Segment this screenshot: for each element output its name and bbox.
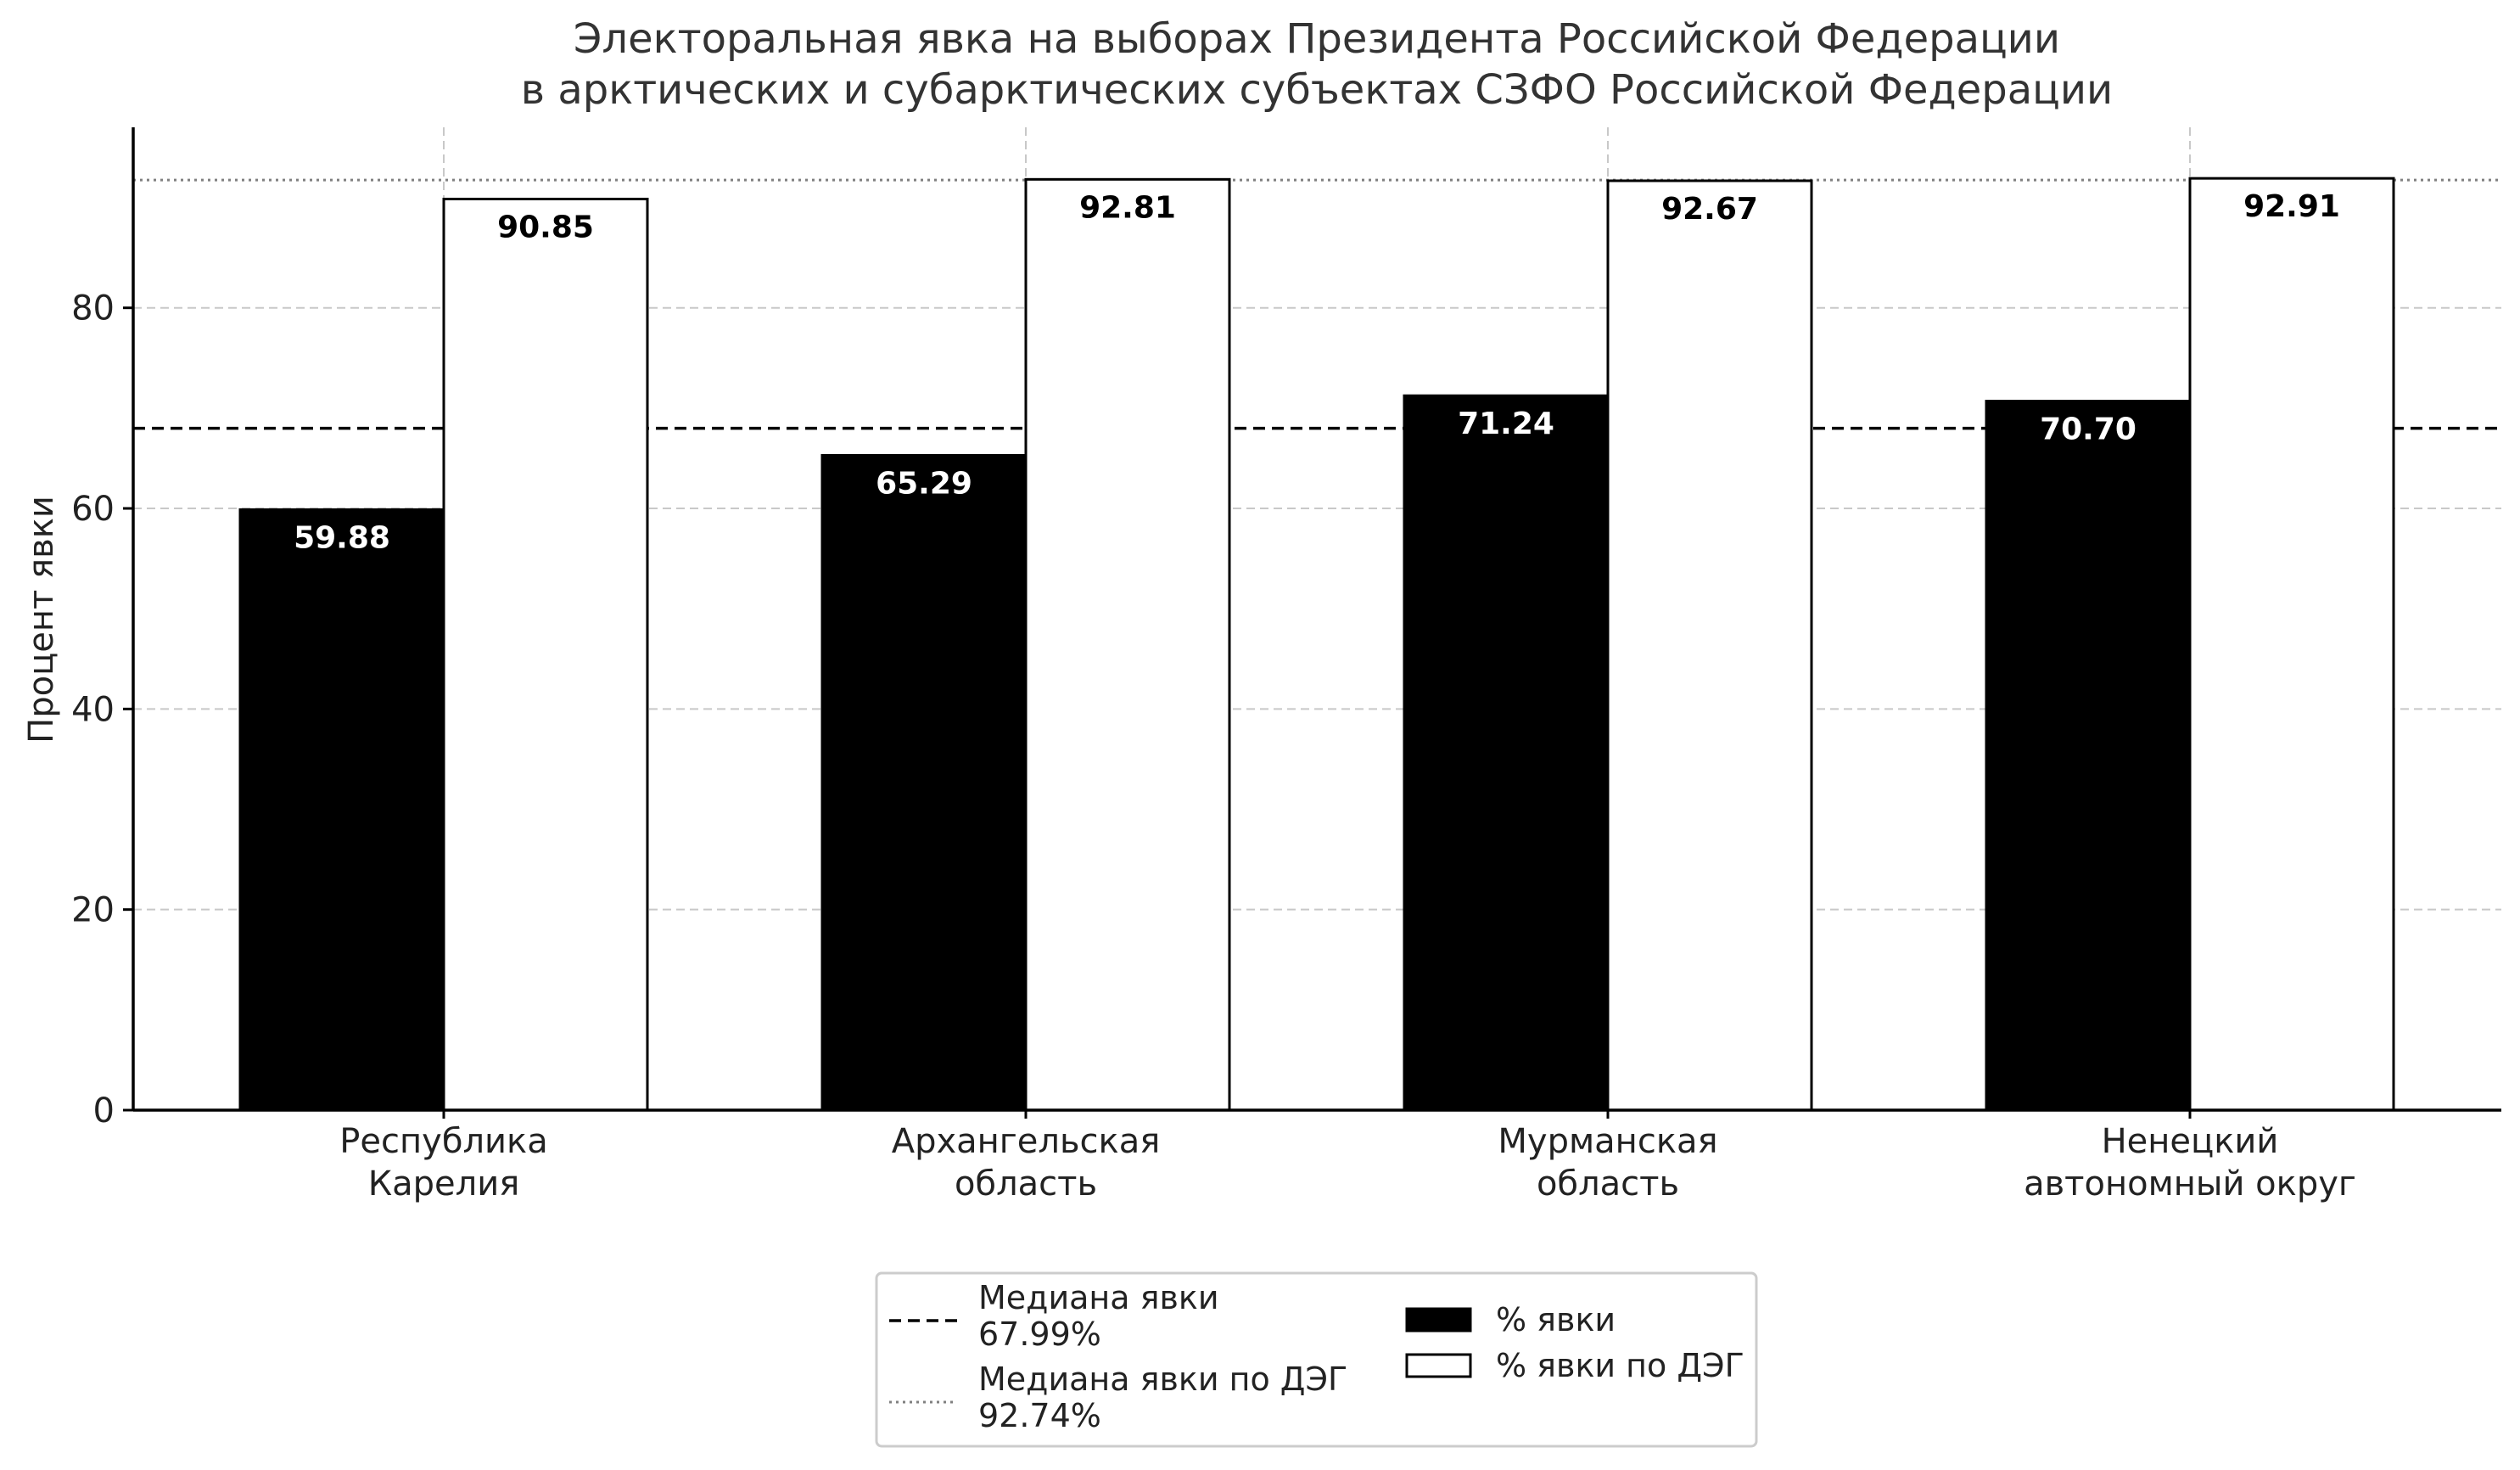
turnout-bar xyxy=(820,454,1028,1112)
legend-turnout-label: % явки xyxy=(1496,1301,1616,1338)
legend-deg-median-value: 92.74% xyxy=(978,1397,1101,1434)
x-category-label: Карелия xyxy=(368,1164,520,1203)
turnout-value-label: 59.88 xyxy=(294,520,390,555)
deg-turnout-value-label: 92.81 xyxy=(1079,190,1176,225)
x-category-label: автономный округ xyxy=(2024,1164,2356,1203)
deg-turnout-value-label: 92.67 xyxy=(1661,192,1758,227)
deg-turnout-bar xyxy=(442,197,649,1112)
x-category-label: область xyxy=(1537,1164,1679,1203)
turnout-value-label: 65.29 xyxy=(876,467,972,502)
x-category-label: Ненецкий xyxy=(2102,1122,2279,1161)
turnout-value-label: 71.24 xyxy=(1458,407,1554,441)
turnout-bar xyxy=(1403,394,1610,1112)
deg-turnout-bar xyxy=(1024,177,1231,1112)
y-axis-label: Процент явки xyxy=(22,496,61,743)
x-category-label: Республика xyxy=(339,1122,547,1161)
chart-title: Электоральная явка на выборах Президента… xyxy=(521,15,2113,114)
legend-deg-median-label: Медиана явки по ДЭГ xyxy=(978,1361,1347,1398)
x-category-label: область xyxy=(955,1164,1097,1203)
chart-title-line-2: в арктических и субарктических субъектах… xyxy=(521,66,2113,114)
y-tick-label: 40 xyxy=(71,690,115,729)
legend-deg-turnout-swatch xyxy=(1405,1353,1472,1378)
legend-turnout-swatch xyxy=(1405,1307,1472,1333)
x-category-label: Архангельская xyxy=(892,1122,1161,1161)
chart-title-line-1: Электоральная явка на выборах Президента… xyxy=(574,15,2060,63)
deg-turnout-bar xyxy=(2188,177,2395,1112)
y-tick-label: 80 xyxy=(71,289,115,328)
legend-frame xyxy=(875,1271,1758,1448)
y-tick-label: 60 xyxy=(71,490,115,529)
turnout-value-label: 70.70 xyxy=(2040,412,2136,447)
deg-turnout-bar xyxy=(1606,179,1813,1112)
legend-deg-turnout-label: % явки по ДЭГ xyxy=(1496,1347,1744,1384)
turnout-bar xyxy=(238,508,445,1112)
axes: 020406080РеспубликаКарелияАрхангельскаяо… xyxy=(71,127,2501,1203)
x-category-label: Мурманская xyxy=(1498,1122,1717,1161)
deg-turnout-value-label: 90.85 xyxy=(497,210,594,244)
turnout-bar xyxy=(1985,400,2192,1112)
bars: 59.88 90.85 65.29 92.81 71.24 92.67 70.70 92.91 xyxy=(238,177,2395,1112)
legend-median-value: 67.99% xyxy=(978,1316,1101,1353)
legend: Медиана явки 67.99% Медиана явки по ДЭГ … xyxy=(875,1271,1758,1448)
legend-median-label: Медиана явки xyxy=(978,1279,1219,1316)
y-tick-label: 0 xyxy=(93,1091,115,1131)
y-tick-label: 20 xyxy=(71,891,115,930)
deg-turnout-value-label: 92.91 xyxy=(2243,189,2340,224)
